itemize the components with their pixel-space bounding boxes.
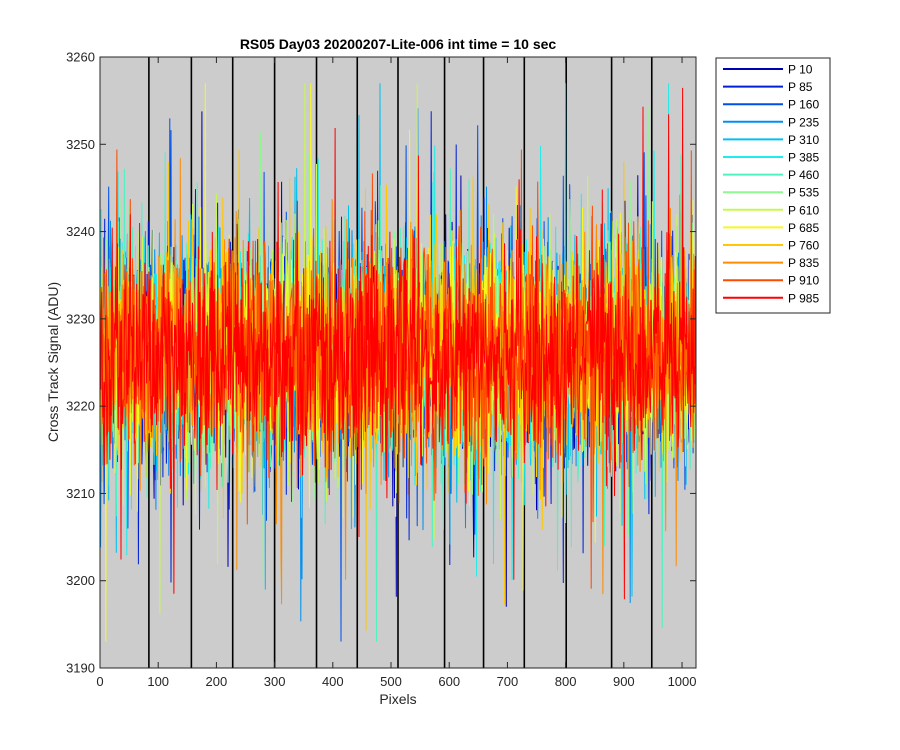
y-tick-label: 3250	[66, 137, 95, 152]
series-line-p-985	[99, 87, 696, 600]
legend-label: P 10	[788, 63, 813, 77]
y-tick-label: 3240	[66, 224, 95, 239]
legend-label: P 985	[788, 291, 819, 305]
x-tick-label: 100	[147, 674, 169, 689]
legend-label: P 460	[788, 168, 819, 182]
legend: P 10 P 85 P 160 P 235 P 310 P 385 P 460 P 535 P …	[715, 57, 831, 314]
x-tick-label: 900	[613, 674, 635, 689]
x-tick-label: 700	[497, 674, 519, 689]
legend-items: P 10 P 85 P 160 P 235 P 310 P 385 P 460 P 535 P …	[723, 63, 819, 305]
legend-label: P 910	[788, 274, 819, 288]
x-tick-label: 800	[555, 674, 577, 689]
x-tick-label: 1000	[668, 674, 697, 689]
y-axis-ticks: 3190 3200 3210 3220 3230 3240 3250 3260	[66, 50, 696, 676]
y-tick-label: 3210	[66, 486, 95, 501]
y-tick-label: 3220	[66, 399, 95, 414]
y-tick-label: 3200	[66, 573, 95, 588]
y-tick-label: 3260	[66, 50, 95, 65]
y-tick-label: 3190	[66, 661, 95, 676]
legend-label: P 535	[788, 186, 819, 200]
series-layer	[99, 83, 696, 642]
x-tick-label: 500	[380, 674, 402, 689]
axes-box	[99, 56, 697, 669]
legend-label: P 235	[788, 115, 819, 129]
chart-title: RS05 Day03 20200207-Lite-006 int time = …	[240, 36, 557, 52]
y-tick-label: 3230	[66, 311, 95, 326]
legend-label: P 310	[788, 133, 819, 147]
legend-label: P 85	[788, 80, 813, 94]
x-tick-label: 0	[96, 674, 103, 689]
legend-box	[715, 57, 831, 314]
x-tick-label: 200	[206, 674, 228, 689]
x-tick-label: 600	[438, 674, 460, 689]
legend-label: P 385	[788, 151, 819, 165]
legend-label: P 160	[788, 98, 819, 112]
x-axis-label: Pixels	[379, 691, 416, 707]
legend-label: P 685	[788, 221, 819, 235]
legend-label: P 610	[788, 203, 819, 217]
x-tick-label: 300	[264, 674, 286, 689]
x-axis-ticks: 0 100 200 300 400 500 600 700 800 900 1000	[96, 57, 696, 689]
legend-label: P 760	[788, 239, 819, 253]
legend-label: P 835	[788, 256, 819, 270]
x-tick-label: 400	[322, 674, 344, 689]
y-axis-label: Cross Track Signal (ADU)	[45, 282, 61, 442]
